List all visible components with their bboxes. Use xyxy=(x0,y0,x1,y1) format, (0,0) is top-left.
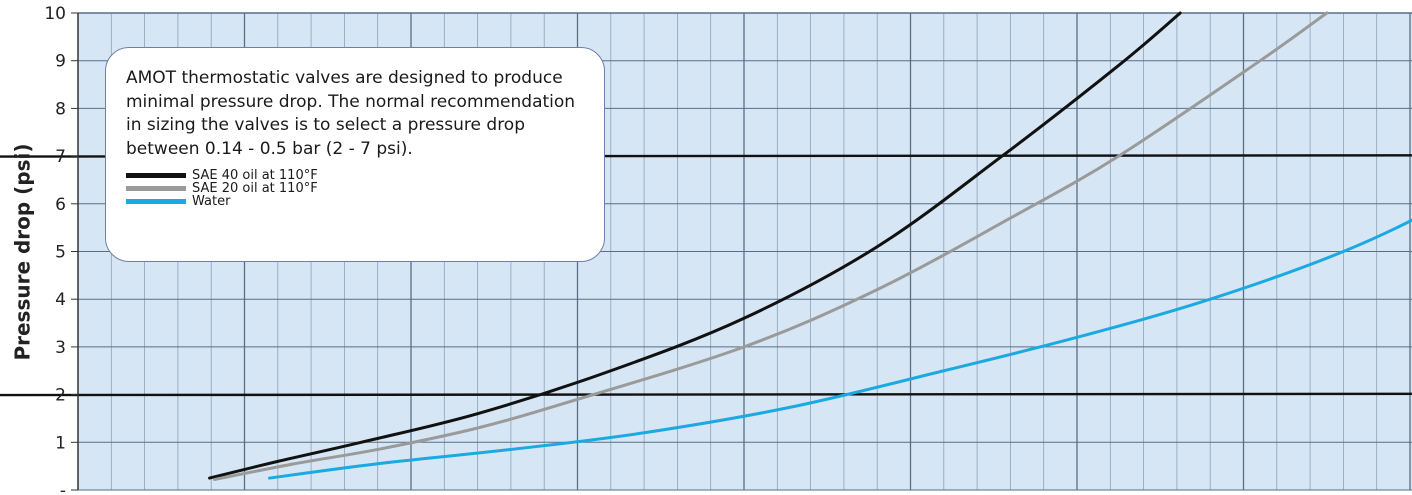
y-tick-label: 2 xyxy=(55,386,66,406)
legend-item: Water xyxy=(126,195,584,208)
y-axis-title: Pressure drop (psi) xyxy=(11,143,35,360)
y-tick-label: 6 xyxy=(55,195,66,215)
y-tick-label: 5 xyxy=(55,243,66,263)
y-tick-label: 10 xyxy=(44,4,66,24)
series-line-sae20 xyxy=(213,11,1329,482)
legend: SAE 40 oil at 110°F SAE 20 oil at 110°F … xyxy=(126,169,584,208)
y-tick-label: 9 xyxy=(55,52,66,72)
legend-item: SAE 20 oil at 110°F xyxy=(126,182,584,195)
info-callout-text: AMOT thermostatic valves are designed to… xyxy=(126,68,576,159)
y-tick-label: - xyxy=(60,481,66,495)
series-line-water xyxy=(267,218,1412,480)
legend-swatch-sae40 xyxy=(126,173,186,178)
y-tick-label: 7 xyxy=(55,147,66,167)
y-tick-label: 1 xyxy=(55,433,66,453)
info-callout: AMOT thermostatic valves are designed to… xyxy=(105,47,605,262)
legend-swatch-water xyxy=(126,199,186,204)
y-tick-label: 4 xyxy=(55,290,66,310)
legend-item: SAE 40 oil at 110°F xyxy=(126,169,584,182)
reference-line-2psi xyxy=(0,392,1412,397)
series-line-sae40 xyxy=(208,11,1182,480)
legend-swatch-sae20 xyxy=(126,186,186,191)
legend-label: Water xyxy=(192,194,231,209)
y-tick-label: 3 xyxy=(55,338,66,358)
series-layer xyxy=(208,11,1412,482)
y-tick-label: 8 xyxy=(55,99,66,119)
y-axis-ticks: - 1 2 3 4 5 6 7 8 9 10 xyxy=(44,4,78,495)
legend-label: SAE 40 oil at 110°F xyxy=(192,168,318,183)
legend-label: SAE 20 oil at 110°F xyxy=(192,181,318,196)
